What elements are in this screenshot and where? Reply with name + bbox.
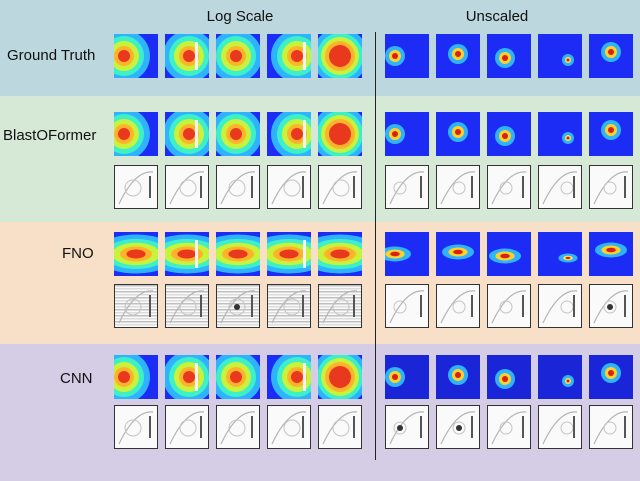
cnn-unscaled-error-map-5 [589,405,633,449]
cnn-unscaled-heatmap-1 [385,355,429,399]
cnn-log-error-map-1 [114,405,158,449]
ground-truth-unscaled-heatmap-4 [538,34,582,78]
fno-unscaled-error-map-2 [436,284,480,328]
cnn-log-heatmap-4 [267,355,311,399]
fno-log-heatmap-3 [216,232,260,276]
blastoformer-log-heatmap-4 [267,112,311,156]
blastoformer-unscaled-error-map-4 [538,165,582,209]
fno-unscaled-error-map-5 [589,284,633,328]
column-divider [375,32,376,460]
fno-unscaled-error-map-1 [385,284,429,328]
blastoformer-unscaled-error-map-3 [487,165,531,209]
blastoformer-unscaled-heatmap-5 [589,112,633,156]
blastoformer-unscaled-error-map-1 [385,165,429,209]
ground-truth-log-heatmap-4 [267,34,311,78]
fno-log-error-map-5 [318,284,362,328]
blastoformer-log-heatmap-2 [165,112,209,156]
cnn-unscaled-error-map-1 [385,405,429,449]
blastoformer-unscaled-error-map-2 [436,165,480,209]
cnn-log-heatmap-3 [216,355,260,399]
fno-unscaled-heatmap-3 [487,232,531,276]
cnn-unscaled-error-map-4 [538,405,582,449]
fno-log-heatmap-4 [267,232,311,276]
blastoformer-log-error-map-1 [114,165,158,209]
cnn-unscaled-heatmap-5 [589,355,633,399]
unscaled-header: Unscaled [465,8,529,25]
cnn-unscaled-heatmap-2 [436,355,480,399]
fno-unscaled-heatmap-2 [436,232,480,276]
cnn-unscaled-heatmap-4 [538,355,582,399]
blastoformer-unscaled-heatmap-2 [436,112,480,156]
row-label-ground-truth: Ground Truth [7,47,96,64]
ground-truth-log-heatmap-3 [216,34,260,78]
fno-log-heatmap-5 [318,232,362,276]
row-label-blastoformer: BlastOFormer [3,127,97,144]
fno-log-heatmap-2 [165,232,209,276]
ground-truth-unscaled-heatmap-2 [436,34,480,78]
fno-unscaled-heatmap-4 [538,232,582,276]
blastoformer-unscaled-error-map-5 [589,165,633,209]
blastoformer-log-error-map-4 [267,165,311,209]
row-label-cnn: CNN [60,370,93,387]
cnn-unscaled-heatmap-3 [487,355,531,399]
cnn-unscaled-error-map-2 [436,405,480,449]
blastoformer-unscaled-heatmap-3 [487,112,531,156]
ground-truth-unscaled-heatmap-3 [487,34,531,78]
ground-truth-log-heatmap-2 [165,34,209,78]
blastoformer-unscaled-heatmap-4 [538,112,582,156]
cnn-log-error-map-5 [318,405,362,449]
blastoformer-log-error-map-3 [216,165,260,209]
fno-unscaled-error-map-4 [538,284,582,328]
fno-unscaled-error-map-3 [487,284,531,328]
cnn-log-error-map-4 [267,405,311,449]
row-label-fno: FNO [62,245,94,262]
blastoformer-log-heatmap-5 [318,112,362,156]
cnn-log-heatmap-5 [318,355,362,399]
log-scale-header: Log Scale [206,8,274,25]
blastoformer-log-heatmap-3 [216,112,260,156]
blastoformer-log-error-map-5 [318,165,362,209]
cnn-unscaled-error-map-3 [487,405,531,449]
fno-log-error-map-1 [114,284,158,328]
fno-log-error-map-4 [267,284,311,328]
fno-unscaled-heatmap-1 [385,232,429,276]
cnn-log-error-map-2 [165,405,209,449]
fno-unscaled-heatmap-5 [589,232,633,276]
cnn-log-heatmap-1 [114,355,158,399]
blastoformer-log-error-map-2 [165,165,209,209]
ground-truth-log-heatmap-1 [114,34,158,78]
cnn-log-error-map-3 [216,405,260,449]
cnn-log-heatmap-2 [165,355,209,399]
blastoformer-unscaled-heatmap-1 [385,112,429,156]
ground-truth-unscaled-heatmap-5 [589,34,633,78]
fno-log-error-map-3 [216,284,260,328]
fno-log-heatmap-1 [114,232,158,276]
blastoformer-log-heatmap-1 [114,112,158,156]
ground-truth-unscaled-heatmap-1 [385,34,429,78]
fno-log-error-map-2 [165,284,209,328]
ground-truth-log-heatmap-5 [318,34,362,78]
